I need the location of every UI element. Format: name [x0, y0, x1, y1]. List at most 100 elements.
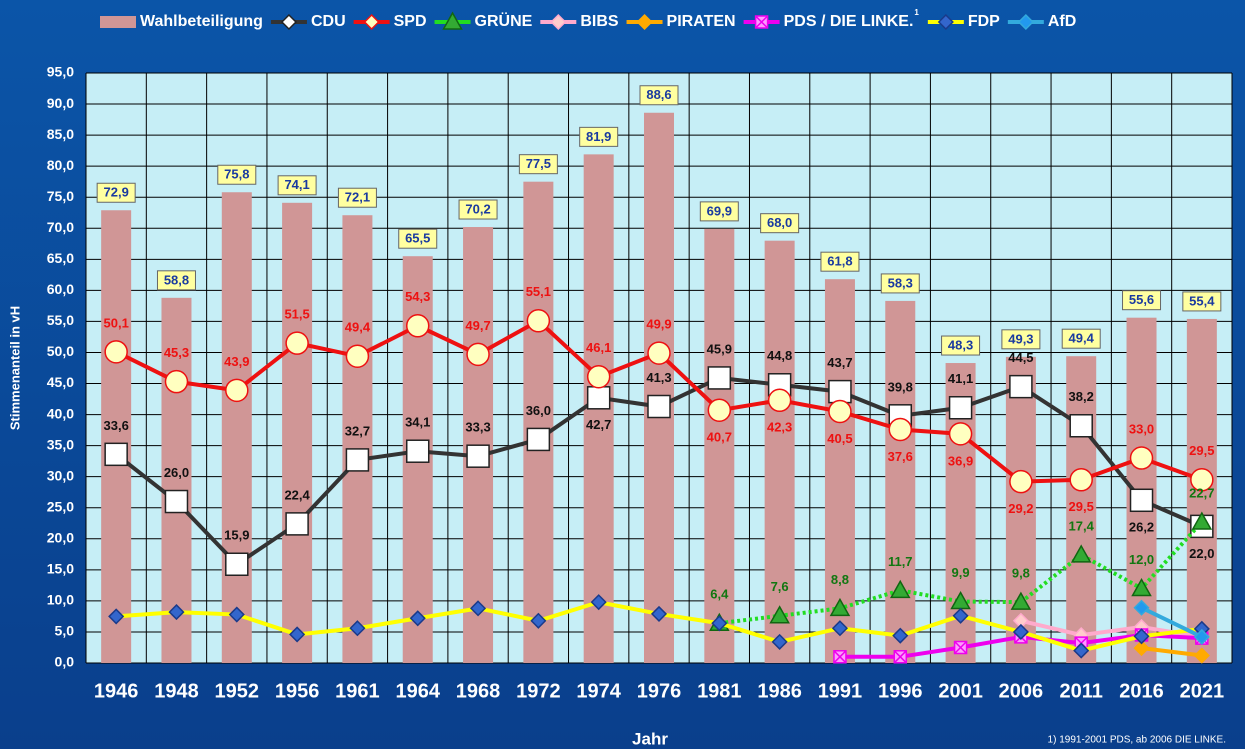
marker: [831, 620, 849, 637]
label-box: [579, 126, 619, 147]
marker: [1012, 623, 1029, 641]
line-value-label: 40,7: [707, 430, 732, 445]
marker: [285, 331, 309, 355]
label-box: [337, 187, 377, 208]
line-value-label: 29,2: [1008, 501, 1033, 516]
legend-label: PIRATEN: [667, 13, 736, 30]
y-tick-label: 80,0: [47, 157, 74, 173]
bar-value-label: 81,9: [586, 129, 611, 144]
marker: [526, 427, 551, 452]
marker: [1070, 544, 1092, 563]
marker: [1193, 628, 1210, 645]
label-box: [820, 251, 860, 272]
legend-label: FDP: [968, 13, 1000, 30]
marker: [769, 605, 790, 624]
marker: [833, 650, 847, 664]
x-tick-label: 1964: [395, 680, 440, 702]
marker: [893, 650, 908, 664]
x-tick-label: 1986: [757, 680, 802, 702]
line-value-label: 43,9: [224, 354, 249, 369]
legend-footnote-mark: 1: [914, 8, 919, 17]
line-value-label: 44,5: [1008, 350, 1033, 365]
marker: [828, 399, 852, 424]
bar-value-label: 49,3: [1008, 331, 1033, 346]
legend-label: CDU: [311, 13, 346, 30]
marker: [586, 364, 611, 389]
marker: [953, 640, 968, 655]
line-value-label: 22,0: [1189, 546, 1214, 561]
label-box: [699, 201, 739, 222]
marker: [888, 417, 913, 442]
line-value-label: 11,7: [888, 554, 913, 569]
line-value-label: 37,6: [888, 449, 913, 464]
marker: [466, 444, 490, 468]
line-value-label: 45,3: [164, 345, 189, 360]
marker: [590, 594, 607, 611]
line-value-label: 40,5: [827, 431, 852, 446]
legend-swatch: [100, 16, 136, 28]
y-tick-label: 50,0: [47, 343, 74, 359]
legend-label: SPD: [394, 13, 427, 30]
label-box: [277, 175, 317, 196]
line-value-label: 46,1: [586, 340, 611, 355]
marker: [405, 439, 430, 463]
y-tick-label: 90,0: [47, 95, 74, 111]
marker: [647, 341, 671, 365]
bar-value-label: 72,9: [104, 185, 129, 200]
marker: [466, 342, 490, 367]
line-value-label: 29,5: [1069, 499, 1094, 514]
legend-label: AfD: [1048, 13, 1076, 30]
line-value-label: 41,1: [948, 371, 973, 386]
marker: [363, 13, 380, 31]
marker: [469, 600, 487, 617]
y-tick-label: 25,0: [47, 498, 74, 514]
bar: [342, 215, 373, 663]
line-value-label: 26,0: [164, 465, 189, 480]
line: [1140, 605, 1203, 639]
line-value-label: 6,4: [710, 587, 729, 602]
y-tick-label: 40,0: [47, 405, 74, 421]
x-tick-label: 1996: [878, 680, 923, 702]
bar-value-label: 61,8: [827, 254, 852, 269]
line-value-label: 51,5: [284, 307, 309, 322]
line-value-label: 33,0: [1129, 421, 1154, 436]
x-tick-label: 1961: [335, 680, 380, 702]
marker: [707, 366, 732, 390]
y-tick-label: 60,0: [47, 281, 74, 297]
marker: [108, 608, 125, 625]
x-tick-label: 1981: [697, 680, 742, 702]
x-tick-label: 1972: [516, 680, 561, 702]
marker: [1193, 647, 1210, 664]
bar-value-label: 74,1: [284, 177, 309, 192]
line-value-label: 50,1: [104, 315, 129, 330]
line-value-label: 9,8: [1012, 566, 1030, 581]
marker: [767, 388, 792, 413]
line-value-label: 29,5: [1189, 443, 1214, 458]
bar: [1066, 356, 1097, 663]
x-tick-label: 2011: [1060, 680, 1103, 702]
x-tick-label: 2006: [999, 680, 1044, 702]
line-value-label: 9,9: [952, 565, 970, 580]
x-tick-label: 2001: [938, 680, 983, 702]
marker: [442, 11, 463, 30]
bar-value-label: 77,5: [526, 156, 551, 171]
y-tick-label: 75,0: [47, 188, 74, 204]
line-value-label: 17,4: [1069, 518, 1095, 533]
marker: [711, 615, 728, 632]
marker: [1133, 599, 1150, 616]
line-value-label: 8,8: [831, 572, 849, 587]
label-box: [760, 213, 800, 234]
bar-value-label: 58,3: [888, 275, 913, 290]
marker: [1131, 577, 1152, 597]
y-tick-label: 30,0: [47, 467, 74, 483]
line-value-label: 34,1: [405, 415, 430, 430]
x-tick-label: 1948: [154, 680, 199, 702]
bar-value-label: 88,6: [646, 87, 671, 102]
y-tick-label: 70,0: [47, 219, 74, 235]
bar: [221, 192, 252, 663]
legend-label: BIBS: [580, 13, 619, 30]
label-box: [1182, 291, 1222, 312]
line-value-label: 42,3: [767, 420, 792, 435]
marker: [409, 610, 426, 627]
y-tick-label: 55,0: [47, 312, 74, 328]
